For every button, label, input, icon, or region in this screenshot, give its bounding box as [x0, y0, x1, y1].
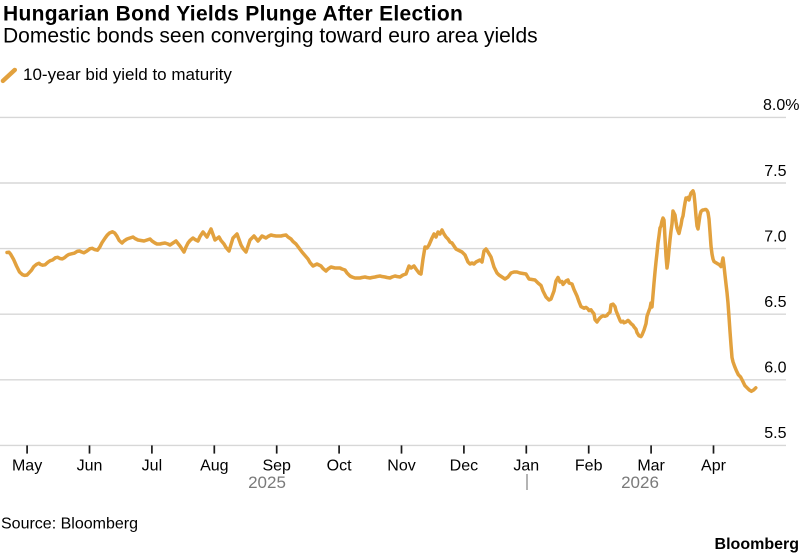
- svg-text:Source: Bloomberg: Source: Bloomberg: [1, 516, 138, 533]
- svg-text:7.0: 7.0: [764, 228, 786, 245]
- svg-text:6.0: 6.0: [764, 360, 786, 377]
- svg-text:May: May: [12, 457, 42, 474]
- svg-text:Aug: Aug: [200, 457, 228, 474]
- svg-text:Bloomberg: Bloomberg: [715, 536, 799, 553]
- svg-text:6.5: 6.5: [764, 294, 786, 311]
- svg-text:Feb: Feb: [575, 457, 603, 474]
- svg-text:5.5: 5.5: [764, 425, 786, 442]
- svg-text:Dec: Dec: [450, 457, 478, 474]
- svg-text:8.0%: 8.0%: [763, 97, 799, 114]
- svg-text:7.5: 7.5: [764, 163, 786, 180]
- svg-text:Nov: Nov: [387, 457, 415, 474]
- svg-text:Apr: Apr: [701, 457, 727, 474]
- svg-text:Jul: Jul: [142, 457, 162, 474]
- svg-text:2026: 2026: [621, 473, 659, 492]
- svg-text:Sep: Sep: [262, 457, 291, 474]
- svg-text:Hungarian Bond Yields Plunge A: Hungarian Bond Yields Plunge After Elect…: [3, 2, 463, 25]
- svg-text:10-year bid yield to maturity: 10-year bid yield to maturity: [23, 65, 232, 84]
- svg-text:Jun: Jun: [77, 457, 103, 474]
- svg-text:Domestic bonds seen converging: Domestic bonds seen converging toward eu…: [3, 25, 538, 48]
- svg-text:Jan: Jan: [513, 457, 539, 474]
- svg-text:Mar: Mar: [637, 457, 665, 474]
- svg-text:Oct: Oct: [327, 457, 352, 474]
- svg-text:2025: 2025: [248, 473, 286, 492]
